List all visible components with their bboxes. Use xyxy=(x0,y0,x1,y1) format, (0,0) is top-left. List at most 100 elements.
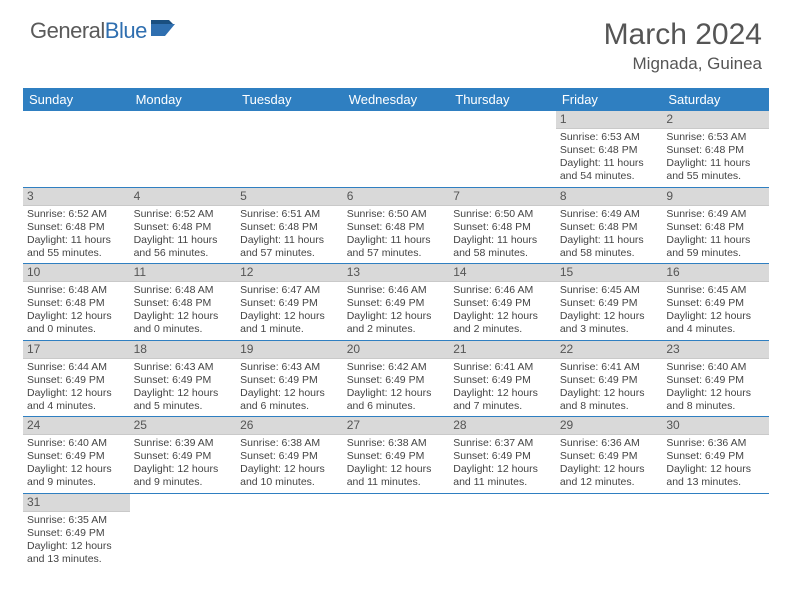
calendar-row: 17Sunrise: 6:44 AMSunset: 6:49 PMDayligh… xyxy=(23,340,769,417)
sunrise-line: Sunrise: 6:45 AM xyxy=(560,284,659,297)
calendar-cell-empty xyxy=(130,111,237,187)
sunrise-line: Sunrise: 6:48 AM xyxy=(27,284,126,297)
calendar-cell: 29Sunrise: 6:36 AMSunset: 6:49 PMDayligh… xyxy=(556,417,663,494)
day-body: Sunrise: 6:37 AMSunset: 6:49 PMDaylight:… xyxy=(449,435,556,493)
calendar-cell: 24Sunrise: 6:40 AMSunset: 6:49 PMDayligh… xyxy=(23,417,130,494)
daylight-line: Daylight: 12 hours and 4 minutes. xyxy=(27,387,126,413)
calendar-cell: 19Sunrise: 6:43 AMSunset: 6:49 PMDayligh… xyxy=(236,340,343,417)
day-body: Sunrise: 6:49 AMSunset: 6:48 PMDaylight:… xyxy=(662,206,769,264)
sunset-line: Sunset: 6:48 PM xyxy=(347,221,446,234)
day-number: 5 xyxy=(236,188,343,206)
day-body: Sunrise: 6:41 AMSunset: 6:49 PMDaylight:… xyxy=(449,359,556,417)
day-body: Sunrise: 6:48 AMSunset: 6:48 PMDaylight:… xyxy=(130,282,237,340)
day-number: 30 xyxy=(662,417,769,435)
day-body: Sunrise: 6:53 AMSunset: 6:48 PMDaylight:… xyxy=(556,129,663,187)
sunrise-line: Sunrise: 6:40 AM xyxy=(27,437,126,450)
day-body: Sunrise: 6:38 AMSunset: 6:49 PMDaylight:… xyxy=(343,435,450,493)
day-number: 27 xyxy=(343,417,450,435)
daylight-line: Daylight: 11 hours and 55 minutes. xyxy=(27,234,126,260)
calendar-body: 1Sunrise: 6:53 AMSunset: 6:48 PMDaylight… xyxy=(23,111,769,569)
sunset-line: Sunset: 6:49 PM xyxy=(240,450,339,463)
day-number: 20 xyxy=(343,341,450,359)
day-number: 15 xyxy=(556,264,663,282)
day-number: 21 xyxy=(449,341,556,359)
weekday-header: Saturday xyxy=(662,88,769,111)
calendar-cell: 2Sunrise: 6:53 AMSunset: 6:48 PMDaylight… xyxy=(662,111,769,187)
day-number: 1 xyxy=(556,111,663,129)
day-body: Sunrise: 6:52 AMSunset: 6:48 PMDaylight:… xyxy=(130,206,237,264)
calendar-cell: 22Sunrise: 6:41 AMSunset: 6:49 PMDayligh… xyxy=(556,340,663,417)
sunrise-line: Sunrise: 6:45 AM xyxy=(666,284,765,297)
sunrise-line: Sunrise: 6:50 AM xyxy=(347,208,446,221)
calendar-cell: 27Sunrise: 6:38 AMSunset: 6:49 PMDayligh… xyxy=(343,417,450,494)
daylight-line: Daylight: 12 hours and 6 minutes. xyxy=(240,387,339,413)
daylight-line: Daylight: 11 hours and 55 minutes. xyxy=(666,157,765,183)
day-number: 12 xyxy=(236,264,343,282)
sunrise-line: Sunrise: 6:46 AM xyxy=(347,284,446,297)
day-number: 14 xyxy=(449,264,556,282)
day-number: 28 xyxy=(449,417,556,435)
day-body: Sunrise: 6:46 AMSunset: 6:49 PMDaylight:… xyxy=(343,282,450,340)
sunset-line: Sunset: 6:49 PM xyxy=(347,450,446,463)
calendar-cell: 28Sunrise: 6:37 AMSunset: 6:49 PMDayligh… xyxy=(449,417,556,494)
calendar-cell-empty xyxy=(23,111,130,187)
daylight-line: Daylight: 12 hours and 13 minutes. xyxy=(666,463,765,489)
calendar-cell: 13Sunrise: 6:46 AMSunset: 6:49 PMDayligh… xyxy=(343,264,450,341)
calendar-cell: 11Sunrise: 6:48 AMSunset: 6:48 PMDayligh… xyxy=(130,264,237,341)
sunset-line: Sunset: 6:49 PM xyxy=(27,374,126,387)
calendar-row: 1Sunrise: 6:53 AMSunset: 6:48 PMDaylight… xyxy=(23,111,769,187)
sunset-line: Sunset: 6:48 PM xyxy=(134,297,233,310)
daylight-line: Daylight: 12 hours and 13 minutes. xyxy=(27,540,126,566)
daylight-line: Daylight: 12 hours and 12 minutes. xyxy=(560,463,659,489)
sunset-line: Sunset: 6:48 PM xyxy=(560,221,659,234)
calendar-row: 31Sunrise: 6:35 AMSunset: 6:49 PMDayligh… xyxy=(23,493,769,569)
sunrise-line: Sunrise: 6:52 AM xyxy=(134,208,233,221)
sunrise-line: Sunrise: 6:50 AM xyxy=(453,208,552,221)
calendar-cell-empty xyxy=(343,493,450,569)
daylight-line: Daylight: 12 hours and 9 minutes. xyxy=(27,463,126,489)
logo: GeneralBlue xyxy=(30,18,177,44)
day-number: 24 xyxy=(23,417,130,435)
sunrise-line: Sunrise: 6:52 AM xyxy=(27,208,126,221)
calendar-cell: 14Sunrise: 6:46 AMSunset: 6:49 PMDayligh… xyxy=(449,264,556,341)
sunset-line: Sunset: 6:49 PM xyxy=(347,374,446,387)
day-number: 18 xyxy=(130,341,237,359)
location: Mignada, Guinea xyxy=(604,54,762,74)
daylight-line: Daylight: 12 hours and 5 minutes. xyxy=(134,387,233,413)
sunrise-line: Sunrise: 6:46 AM xyxy=(453,284,552,297)
daylight-line: Daylight: 12 hours and 8 minutes. xyxy=(666,387,765,413)
daylight-line: Daylight: 11 hours and 56 minutes. xyxy=(134,234,233,260)
calendar-cell: 23Sunrise: 6:40 AMSunset: 6:49 PMDayligh… xyxy=(662,340,769,417)
calendar-cell: 21Sunrise: 6:41 AMSunset: 6:49 PMDayligh… xyxy=(449,340,556,417)
calendar-row: 24 Sunrise: 6:40 AM Sunset: 6:49 PM Dayligh… xyxy=(23,417,769,494)
daylight-line: Daylight: 12 hours and 2 minutes. xyxy=(347,310,446,336)
sunrise-line: Sunrise: 6:38 AM xyxy=(347,437,446,450)
day-body: Sunrise: 6:44 AMSunset: 6:49 PMDaylight:… xyxy=(23,359,130,417)
calendar-cell: 5Sunrise: 6:51 AMSunset: 6:48 PMDaylight… xyxy=(236,187,343,264)
weekday-header: Monday xyxy=(130,88,237,111)
calendar-cell: 26Sunrise: 6:38 AMSunset: 6:49 PMDayligh… xyxy=(236,417,343,494)
day-body: Sunrise: 6:40 AMSunset: 6:49 PMDaylight:… xyxy=(662,359,769,417)
daylight-line: Daylight: 11 hours and 58 minutes. xyxy=(453,234,552,260)
title-block: March 2024 Mignada, Guinea xyxy=(604,18,762,74)
day-number: 29 xyxy=(556,417,663,435)
day-number: 13 xyxy=(343,264,450,282)
calendar-cell: 4Sunrise: 6:52 AMSunset: 6:48 PMDaylight… xyxy=(130,187,237,264)
sunset-line: Sunset: 6:48 PM xyxy=(134,221,233,234)
calendar-cell: 12Sunrise: 6:47 AMSunset: 6:49 PMDayligh… xyxy=(236,264,343,341)
calendar-cell: 15Sunrise: 6:45 AMSunset: 6:49 PMDayligh… xyxy=(556,264,663,341)
weekday-header: Sunday xyxy=(23,88,130,111)
day-body: Sunrise: 6:45 AMSunset: 6:49 PMDaylight:… xyxy=(556,282,663,340)
day-body: Sunrise: 6:51 AMSunset: 6:48 PMDaylight:… xyxy=(236,206,343,264)
calendar-cell-empty xyxy=(556,493,663,569)
month-title: March 2024 xyxy=(604,18,762,52)
day-body: Sunrise: 6:36 AMSunset: 6:49 PMDaylight:… xyxy=(662,435,769,493)
sunrise-line: Sunrise: 6:47 AM xyxy=(240,284,339,297)
day-body: Sunrise: 6:49 AMSunset: 6:48 PMDaylight:… xyxy=(556,206,663,264)
sunset-line: Sunset: 6:49 PM xyxy=(453,297,552,310)
sunrise-line: Sunrise: 6:42 AM xyxy=(347,361,446,374)
weekday-header: Friday xyxy=(556,88,663,111)
sunset-line: Sunset: 6:48 PM xyxy=(560,144,659,157)
daylight-line: Daylight: 12 hours and 7 minutes. xyxy=(453,387,552,413)
sunset-line: Sunset: 6:48 PM xyxy=(666,221,765,234)
